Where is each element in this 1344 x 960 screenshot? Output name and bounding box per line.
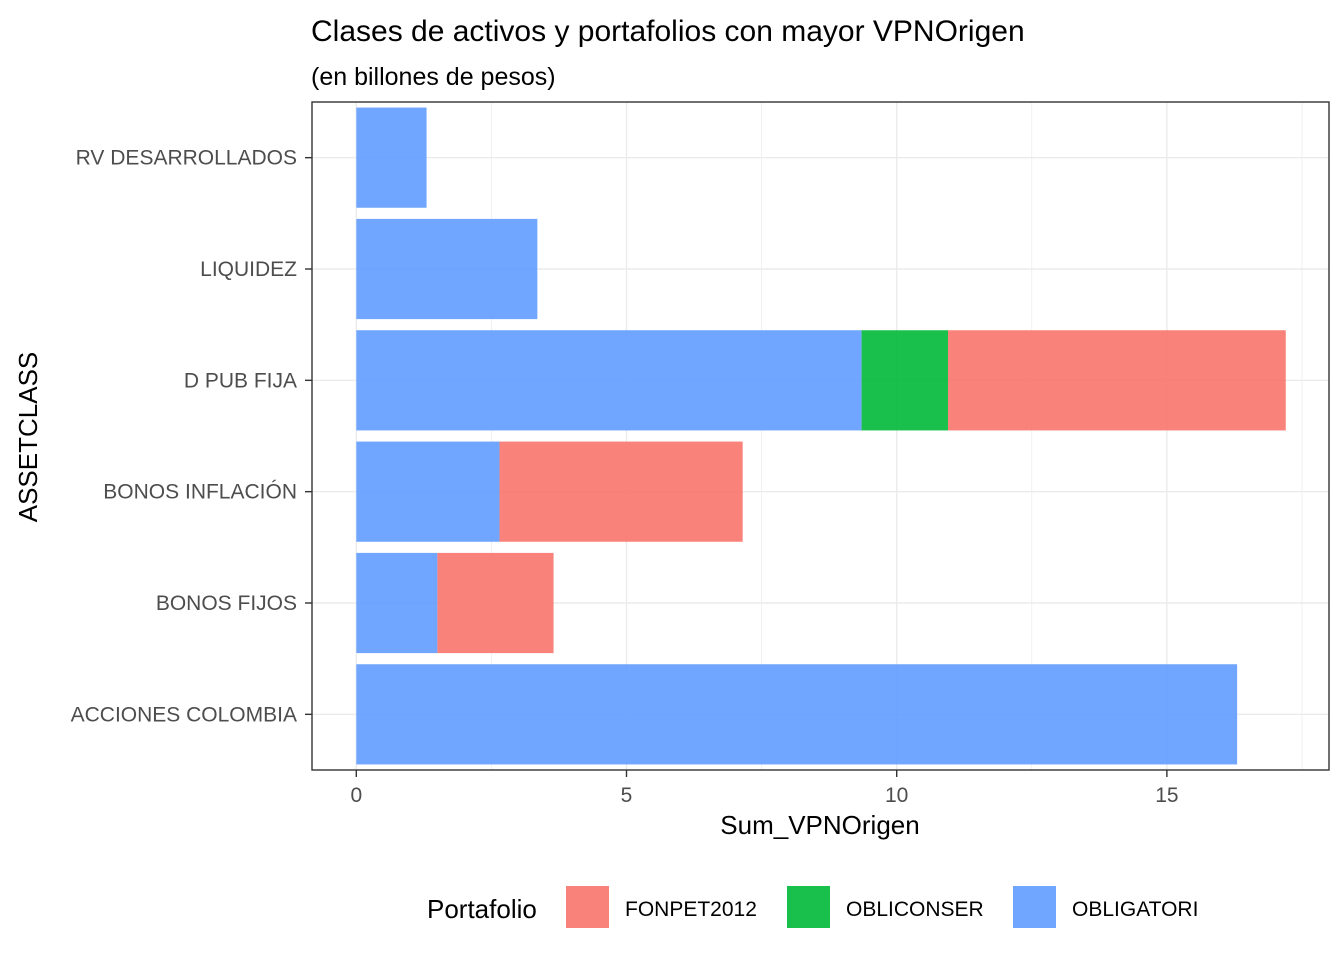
bars <box>356 107 1286 765</box>
x-tick-label: 15 <box>1155 784 1178 807</box>
bar-segment <box>948 330 1286 431</box>
chart-title: Clases de activos y portafolios con mayo… <box>311 15 1025 48</box>
bar-segment <box>499 441 743 542</box>
legend-label: OBLICONSER <box>846 898 984 921</box>
y-axis: ACCIONES COLOMBIA BONOS FIJOS BONOS INFLAC… <box>71 147 312 726</box>
plot-panel-background <box>312 102 1329 770</box>
y-tick-label: BONOS FIJOS <box>156 592 297 615</box>
legend-key <box>566 886 609 928</box>
y-tick-label: D PUB FIJA <box>184 369 297 392</box>
bar-segment <box>356 107 427 208</box>
x-axis: 0 5 10 15 <box>350 770 1179 807</box>
y-tick-label: RV DESARROLLADOS <box>76 147 297 170</box>
y-tick-label: LIQUIDEZ <box>200 258 297 281</box>
legend-key <box>1013 886 1056 928</box>
bar-segment <box>356 552 438 654</box>
legend-label: OBLIGATORI <box>1072 898 1198 921</box>
bar-segment <box>437 552 554 654</box>
x-tick-label: 10 <box>885 784 908 807</box>
y-axis-title: ASSETCLASS <box>13 352 43 523</box>
bar-segment <box>356 664 1238 765</box>
legend: Portafolio FONPET2012 OBLICONSER OBLIGATOR… <box>427 886 1198 928</box>
x-tick-label: 0 <box>350 784 362 807</box>
legend-label: FONPET2012 <box>625 898 757 921</box>
y-tick-label: ACCIONES COLOMBIA <box>71 703 297 726</box>
bar-segment <box>356 441 500 542</box>
x-axis-title: Sum_VPNOrigen <box>720 810 919 840</box>
bar-segment <box>356 330 862 431</box>
y-tick-label: BONOS INFLACIÓN <box>103 481 297 504</box>
plot-panel-border <box>311 101 1330 771</box>
legend-key <box>787 886 830 928</box>
bar-segment <box>861 330 949 431</box>
chart-subtitle: (en billones de pesos) <box>311 63 556 91</box>
legend-title: Portafolio <box>427 894 537 924</box>
bar-segment <box>356 218 538 320</box>
x-tick-label: 5 <box>621 784 633 807</box>
